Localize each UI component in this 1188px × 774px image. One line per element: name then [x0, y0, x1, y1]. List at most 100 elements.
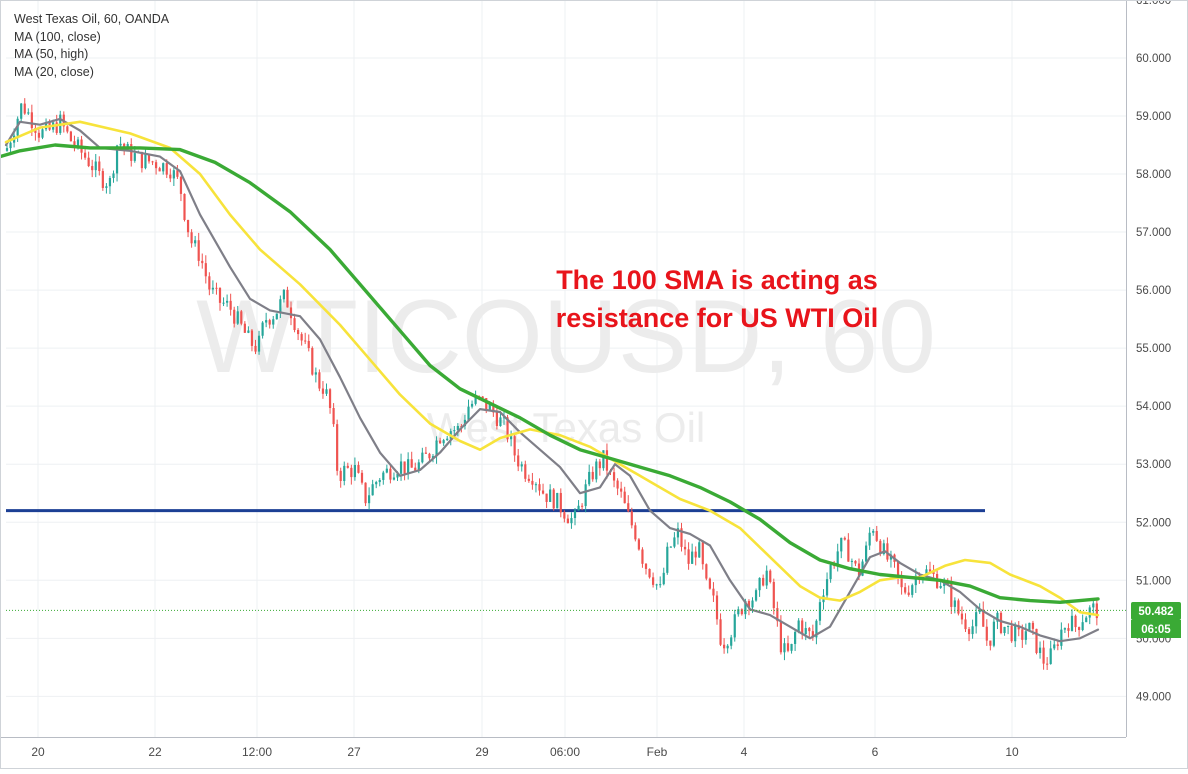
candle-up [279, 299, 282, 314]
candle-up [396, 473, 399, 478]
candle-down [165, 163, 168, 175]
candle-up [115, 145, 119, 174]
candle-down [581, 505, 584, 507]
candle-down [357, 465, 360, 473]
candle-down [879, 540, 882, 555]
last-price-tag-bg [1131, 602, 1181, 620]
candle-down [229, 300, 232, 310]
candle-down [183, 193, 186, 220]
candle-down [190, 232, 193, 244]
annotation: The 100 SMA is acting as resistance for … [556, 265, 879, 333]
candle-down [485, 398, 488, 410]
candle-up [733, 614, 736, 638]
candle-up [673, 537, 676, 547]
candle-up [76, 139, 80, 147]
indicator-ma20-label[interactable]: MA (20, close) [14, 64, 94, 79]
candle-up [94, 161, 97, 171]
candle-down [627, 503, 630, 512]
candle-down [243, 323, 246, 333]
annotation-line-2: resistance for US WTI Oil [556, 303, 879, 333]
candle-up [9, 142, 12, 149]
candle-down [598, 461, 601, 469]
candle-down [268, 320, 271, 325]
candle-down [928, 569, 932, 572]
candle-down [204, 263, 207, 277]
candle-down [701, 542, 704, 565]
candle-up [744, 601, 747, 615]
candle-down [999, 612, 1003, 634]
candle-down [786, 643, 790, 651]
candle-up [754, 590, 758, 601]
candle-up [939, 586, 942, 588]
candle-up [446, 438, 449, 441]
candle-up [261, 322, 264, 336]
candle-up [456, 425, 459, 431]
candle-up [226, 300, 229, 303]
indicator-ma50-label[interactable]: MA (50, high) [14, 47, 89, 61]
indicator-ma100-label[interactable]: MA (100, close) [14, 29, 101, 44]
candle-down [307, 340, 310, 349]
candle-down [776, 608, 779, 622]
candle-down [886, 543, 889, 560]
candle-up [911, 585, 914, 595]
candle-down [197, 240, 200, 261]
candle-down [147, 154, 151, 162]
candle-up [726, 645, 729, 649]
candle-up [996, 612, 999, 622]
candle-down [360, 472, 364, 483]
candle-up [868, 532, 871, 546]
candle-up [825, 579, 829, 596]
ma50-line [4, 120, 1100, 617]
candle-down [481, 396, 484, 399]
candle-up [5, 148, 9, 151]
candle-down [900, 577, 903, 588]
candle-down [289, 307, 293, 319]
ma20-line [4, 117, 1100, 643]
candle-up [1060, 629, 1063, 646]
symbol-title[interactable]: West Texas Oil, 60, OANDA [14, 12, 170, 26]
candle-down [541, 490, 545, 494]
candle-down [854, 560, 857, 564]
candle-down [648, 568, 651, 578]
candle-down [723, 644, 726, 649]
candle-up [257, 335, 261, 352]
candle-down [428, 453, 431, 459]
candle-down [215, 287, 218, 289]
y-tick-label: 55.000 [1136, 343, 1171, 355]
candle-down [155, 162, 158, 169]
candle-up [378, 479, 381, 483]
candle-up [669, 546, 672, 548]
candle-down [637, 539, 640, 550]
candle-down [808, 628, 811, 632]
candle-down [811, 631, 814, 638]
candle-down [1074, 615, 1077, 628]
candle-down [680, 528, 683, 547]
candle-down [506, 417, 509, 440]
candle-up [194, 240, 197, 244]
candle-up [992, 621, 995, 646]
candle-down [705, 564, 708, 579]
candle-down [389, 468, 392, 480]
candle-down [769, 570, 772, 582]
candle-up [399, 461, 403, 474]
candle-up [971, 626, 974, 635]
candle-down [932, 571, 935, 575]
candle-down [591, 471, 594, 480]
candle-down [293, 318, 296, 331]
candle-down [687, 549, 690, 564]
candle-down [957, 600, 960, 614]
moving-averages [0, 117, 1100, 643]
x-tick-label: Feb [647, 745, 668, 759]
candle-up [783, 643, 786, 653]
y-tick-label: 59.000 [1136, 111, 1171, 123]
candle-down [250, 330, 254, 346]
candle-down [37, 132, 41, 138]
candle-down [907, 592, 910, 595]
candle-down [708, 578, 711, 589]
candle-up [751, 600, 754, 608]
candle-down [201, 260, 204, 264]
candle-down [616, 480, 619, 489]
y-tick-label: 61.000 [1136, 0, 1171, 7]
